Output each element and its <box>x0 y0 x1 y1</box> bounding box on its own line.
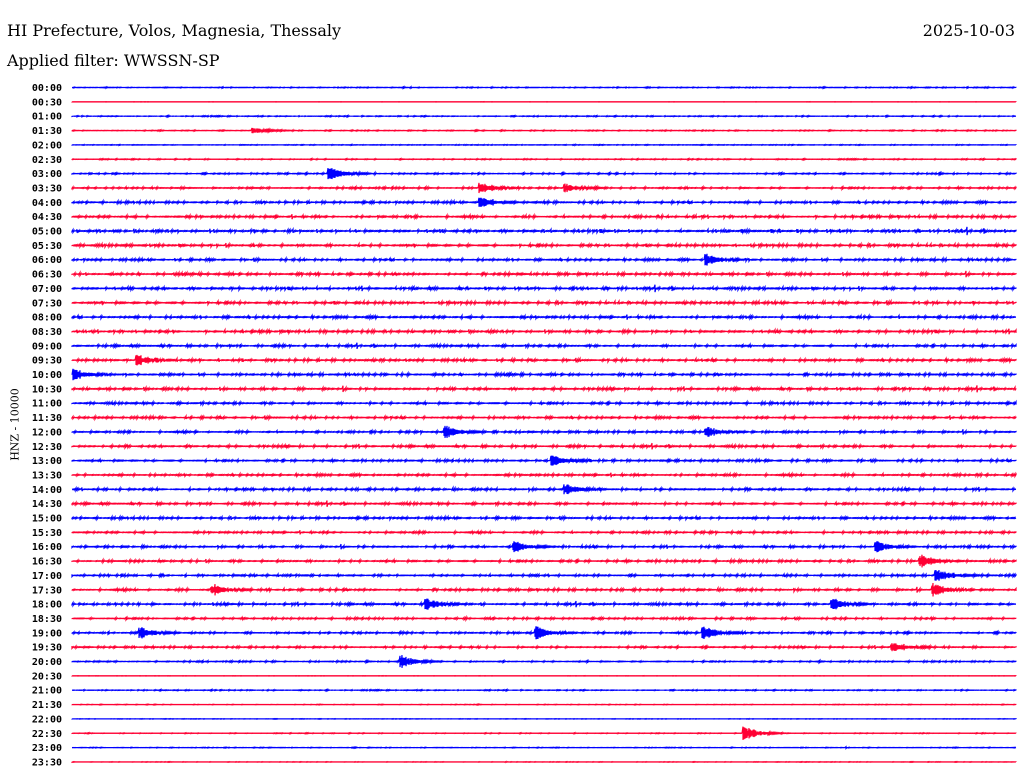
row-time-label: 03:30 <box>32 183 62 194</box>
trace-row-0530 <box>71 241 1017 250</box>
trace-row-0330 <box>71 182 1017 194</box>
row-time-label: 11:00 <box>32 399 62 410</box>
trace-row-0300 <box>71 168 1017 180</box>
trace-row-0800 <box>71 313 1017 322</box>
row-time-label: 11:30 <box>32 413 62 424</box>
row-time-label: 14:00 <box>32 485 62 496</box>
row-time-label: 15:00 <box>32 514 62 525</box>
trace-row-1400 <box>71 484 1017 495</box>
trace-row-1130 <box>71 413 1017 422</box>
row-time-label: 07:30 <box>32 298 62 309</box>
trace-row-1200 <box>71 425 1017 438</box>
trace-row-1300 <box>71 455 1017 466</box>
row-time-label: 01:00 <box>32 112 62 123</box>
row-time-label: 04:00 <box>32 198 62 209</box>
row-time-label: 22:30 <box>32 729 62 740</box>
trace-row-0730 <box>71 298 1017 307</box>
trace-row-0900 <box>71 341 1017 350</box>
row-time-label: 16:30 <box>32 557 62 568</box>
row-time-label: 16:00 <box>32 542 62 553</box>
trace-row-0230 <box>71 157 1017 162</box>
row-time-label: 00:00 <box>32 83 62 94</box>
trace-row-1800 <box>71 598 1017 610</box>
row-time-label: 02:30 <box>32 155 62 166</box>
row-time-label: 17:30 <box>32 585 62 596</box>
row-time-label: 18:00 <box>32 600 62 611</box>
trace-row-1000 <box>71 368 1017 381</box>
row-time-label: 09:30 <box>32 356 62 367</box>
trace-row-0430 <box>71 212 1017 221</box>
row-time-label: 09:00 <box>32 341 62 352</box>
trace-row-1500 <box>71 514 1017 522</box>
trace-row-0700 <box>71 284 1017 293</box>
trace-row-1600 <box>71 541 1017 553</box>
station-title: HI Prefecture, Volos, Magnesia, Thessaly <box>7 21 342 40</box>
row-time-label: 07:00 <box>32 284 62 295</box>
date-label: 2025-10-03 <box>922 21 1015 40</box>
trace-row-1530 <box>71 528 1017 537</box>
trace-row-0130 <box>71 127 1017 134</box>
trace-row-2000 <box>71 655 1017 668</box>
trace-row-0000 <box>71 85 1017 90</box>
trace-row-0930 <box>71 354 1017 366</box>
row-time-label: 06:30 <box>32 270 62 281</box>
row-time-label: 15:30 <box>32 528 62 539</box>
row-time-label: 10:00 <box>32 370 62 381</box>
trace-row-1430 <box>71 499 1017 508</box>
trace-row-0200 <box>71 143 1017 147</box>
row-time-label: 08:00 <box>32 313 62 324</box>
trace-row-2300 <box>71 745 1017 750</box>
row-time-label: 22:00 <box>32 714 62 725</box>
trace-row-0830 <box>71 327 1017 336</box>
trace-row-1100 <box>71 399 1017 408</box>
row-time-label: 06:00 <box>32 255 62 266</box>
row-time-label: 20:30 <box>32 671 62 682</box>
row-time-label: 02:00 <box>32 140 62 151</box>
row-time-label: 10:30 <box>32 384 62 395</box>
row-time-label: 01:30 <box>32 126 62 137</box>
row-time-label: 04:30 <box>32 212 62 223</box>
trace-row-1730 <box>71 582 1017 597</box>
row-time-label: 08:30 <box>32 327 62 338</box>
row-time-label: 17:00 <box>32 571 62 582</box>
trace-row-1330 <box>71 471 1017 479</box>
trace-row-1030 <box>71 384 1017 393</box>
row-time-label: 23:30 <box>32 757 62 768</box>
trace-row-1630 <box>71 554 1017 568</box>
row-time-label: 13:00 <box>32 456 62 467</box>
trace-row-2130 <box>71 703 1017 707</box>
row-time-label: 21:00 <box>32 686 62 697</box>
row-time-label: 12:00 <box>32 427 62 438</box>
trace-row-2200 <box>71 717 1017 721</box>
trace-row-1830 <box>71 614 1017 623</box>
row-time-label: 14:30 <box>32 499 62 510</box>
row-time-label: 05:30 <box>32 241 62 252</box>
trace-row-2100 <box>71 688 1017 693</box>
row-time-label: 00:30 <box>32 97 62 108</box>
trace-row-0630 <box>71 270 1017 279</box>
trace-row-0100 <box>71 114 1017 119</box>
trace-row-0500 <box>71 226 1017 236</box>
row-time-label: 23:00 <box>32 743 62 754</box>
trace-row-2330 <box>71 760 1017 764</box>
row-time-label: 19:30 <box>32 643 62 654</box>
trace-row-2230 <box>71 726 1017 740</box>
row-time-label: 20:00 <box>32 657 62 668</box>
trace-row-0400 <box>71 197 1017 207</box>
trace-row-0600 <box>71 253 1017 266</box>
row-time-label: 05:00 <box>32 227 62 238</box>
row-time-label: 19:00 <box>32 628 62 639</box>
row-time-label: 21:30 <box>32 700 62 711</box>
row-time-label: 18:30 <box>32 614 62 625</box>
row-time-label: 12:30 <box>32 442 62 453</box>
row-time-label: 03:00 <box>32 169 62 180</box>
row-time-label: 13:30 <box>32 470 62 481</box>
trace-row-1230 <box>71 442 1017 451</box>
trace-row-1930 <box>71 643 1017 652</box>
trace-row-1700 <box>71 570 1017 581</box>
filter-label: Applied filter: WWSSN-SP <box>7 51 220 70</box>
trace-row-1900 <box>71 626 1017 640</box>
